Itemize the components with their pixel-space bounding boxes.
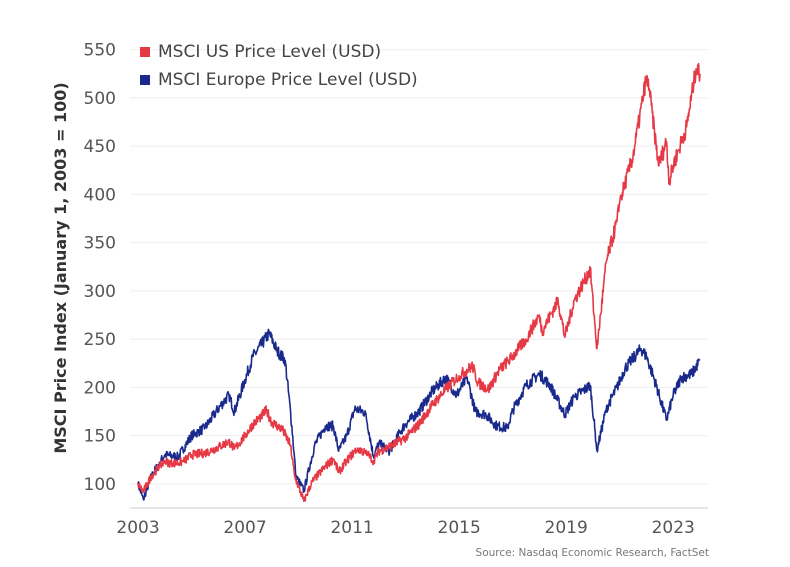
y-tick-label: 200 [84, 378, 116, 398]
series-line-msci-europe [137, 328, 701, 501]
legend-swatch [140, 47, 150, 57]
y-tick-label: 250 [84, 330, 116, 350]
x-tick-label: 2015 [438, 518, 481, 538]
y-tick-label: 350 [84, 234, 116, 254]
series-lines [137, 62, 701, 502]
gridlines [130, 49, 708, 485]
x-tick-label: 2019 [545, 518, 588, 538]
x-tick-label: 2023 [652, 518, 695, 538]
y-axis-label: MSCI Price Index (January 1, 2003 = 100) [51, 82, 70, 453]
series-line-msci-us [137, 62, 701, 502]
y-tick-label: 400 [84, 185, 116, 205]
x-tick-label: 2003 [116, 518, 159, 538]
legend-label: MSCI Europe Price Level (USD) [158, 70, 418, 90]
x-tick-label: 2007 [223, 518, 266, 538]
legend-label: MSCI US Price Level (USD) [158, 42, 381, 62]
y-tick-label: 300 [84, 282, 116, 302]
source-note: Source: Nasdaq Economic Research, FactSe… [476, 547, 709, 559]
x-tick-label: 2011 [330, 518, 373, 538]
legend-swatch [140, 75, 150, 85]
legend: MSCI US Price Level (USD) MSCI Europe Pri… [140, 42, 418, 90]
y-tick-label: 550 [84, 41, 116, 61]
y-tick-label: 150 [84, 427, 116, 447]
axes: 100 150 200 250 300 350 400 450 500 550 2003 2007 20… [84, 41, 708, 538]
y-tick-label: 500 [84, 89, 116, 109]
y-tick-label: 100 [84, 475, 116, 495]
y-tick-label: 450 [84, 137, 116, 157]
